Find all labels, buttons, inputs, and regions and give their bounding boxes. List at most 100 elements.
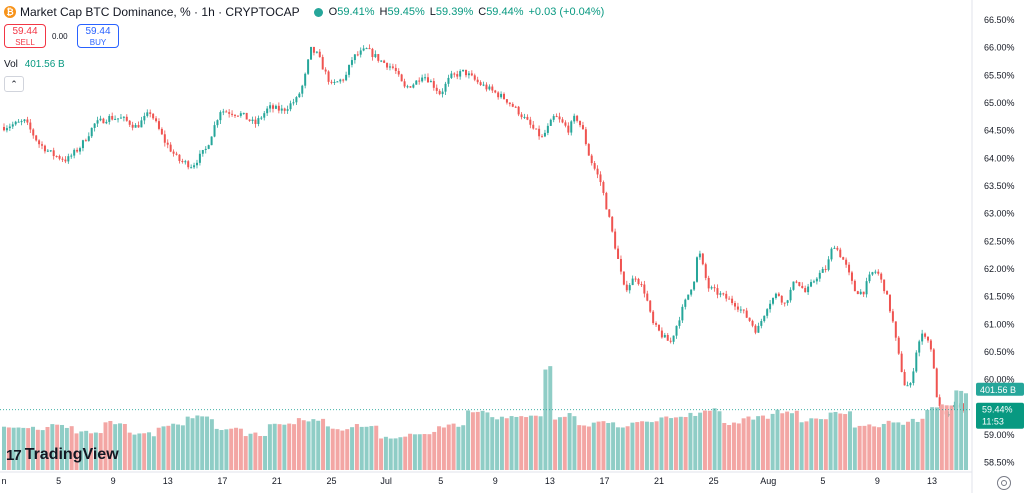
tradingview-name: TradingView [24, 446, 119, 463]
candle-body [187, 161, 190, 168]
candle-body [108, 116, 111, 122]
bitcoin-icon: ₿ [4, 6, 16, 18]
candle-body [561, 119, 564, 123]
volume-bar [698, 412, 703, 470]
volume-bar [606, 422, 611, 470]
candle-body [312, 46, 315, 53]
candle-body [719, 293, 722, 295]
candle-body [415, 80, 418, 85]
candle-body [84, 140, 87, 142]
candle-body [14, 121, 17, 125]
candle-body [710, 287, 713, 289]
candle-body [596, 168, 599, 175]
candle-body [725, 293, 728, 299]
price-badge [976, 402, 1024, 429]
candle-body [479, 82, 482, 86]
candle-body [859, 291, 862, 295]
candle-body [55, 156, 58, 158]
volume-bar [780, 413, 785, 470]
volume-bar [316, 420, 321, 470]
candle-body [406, 86, 409, 88]
volume-bar [944, 405, 949, 470]
candle-body [195, 162, 198, 166]
candle-body [804, 288, 807, 293]
volume-bar [920, 418, 925, 470]
volume-bar [557, 417, 562, 470]
volume-bar [205, 416, 210, 470]
candle-body [918, 341, 921, 353]
volume-bar [688, 412, 693, 470]
volume-bar [176, 424, 181, 470]
volume-bar [490, 417, 495, 470]
candle-body [295, 97, 298, 103]
candle-body [29, 122, 32, 130]
candle-body [32, 129, 35, 136]
volume-bar [64, 427, 69, 470]
candle-body [377, 54, 380, 61]
volume-badge-text: 401.56 B [980, 385, 1016, 395]
candle-body [614, 231, 617, 249]
sell-price: 59.44 [12, 26, 38, 37]
candle-body [342, 79, 345, 81]
volume-bar [296, 418, 301, 470]
candle-body [748, 317, 751, 321]
low-label: L [429, 6, 436, 18]
candle-body [122, 116, 125, 118]
x-tick-label: Aug [760, 476, 776, 486]
volume-bar [446, 424, 451, 470]
volume-bar [736, 423, 741, 470]
volume-bar [635, 422, 640, 470]
chart-title[interactable]: Market Cap BTC Dominance, % · 1h · CRYPT… [20, 5, 300, 19]
candle-body [207, 145, 210, 149]
candle-body [315, 51, 318, 53]
volume-bar [451, 423, 456, 470]
candle-body [321, 57, 324, 70]
volume-bar [258, 436, 263, 470]
tradingview-logo[interactable]: 17 TradingView [6, 446, 119, 464]
candle-body [915, 352, 918, 372]
candle-body [599, 174, 602, 183]
candle-body [111, 116, 114, 120]
volume-bar [98, 433, 103, 470]
candle-body [722, 293, 725, 295]
candle-body [573, 115, 576, 122]
sell-button[interactable]: 59.44 SELL [4, 24, 46, 48]
candle-body [684, 299, 687, 307]
candle-body [304, 73, 307, 86]
volume-bar [959, 390, 964, 470]
candle-body [222, 111, 225, 113]
chevron-up-icon[interactable]: ⌃ [4, 76, 24, 92]
volume-bar [799, 422, 804, 470]
volume-bar [171, 423, 176, 470]
volume-bar [147, 432, 152, 470]
volume-bar [417, 434, 422, 470]
settings-gear-icon[interactable] [997, 476, 1011, 490]
candle-body [912, 371, 915, 384]
volume-bar [118, 423, 123, 470]
candle-body [877, 271, 880, 274]
candle-body [421, 77, 424, 82]
volume-bar [833, 411, 838, 470]
candle-body [432, 81, 435, 88]
volume-bar [640, 421, 645, 470]
y-tick-label: 64.00% [984, 153, 1015, 163]
candle-body [163, 134, 166, 143]
candle-body [836, 247, 839, 250]
candle-body [447, 77, 450, 84]
candle-body [815, 278, 818, 282]
buy-button[interactable]: 59.44 BUY [77, 24, 119, 48]
candle-body [523, 116, 526, 118]
volume-bar [620, 427, 625, 470]
candle-body [152, 113, 155, 119]
volume-bar [886, 420, 891, 470]
open-label: O [328, 6, 338, 18]
candle-body [137, 125, 140, 128]
candle-body [795, 281, 798, 283]
candle-body [119, 117, 122, 119]
candle-body [660, 330, 663, 338]
candle-body [874, 271, 877, 273]
candle-body [833, 247, 836, 249]
volume-bar [335, 429, 340, 470]
candle-body [81, 140, 84, 149]
